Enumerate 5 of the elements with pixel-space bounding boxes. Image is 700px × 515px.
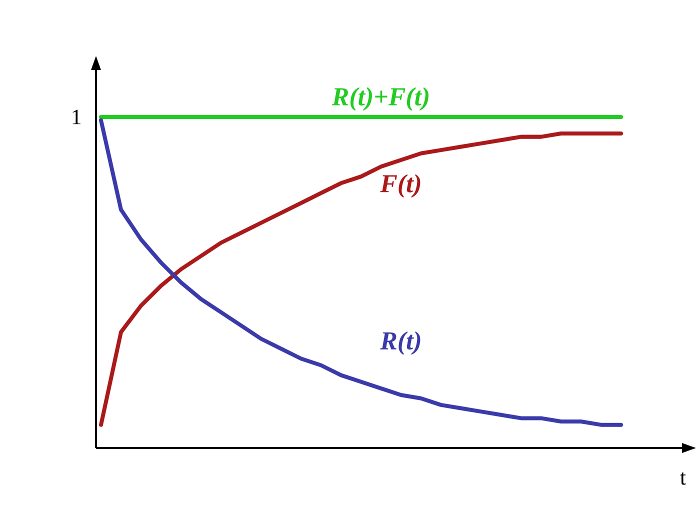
text: 1 xyxy=(72,110,80,124)
series-label: R(t) xyxy=(380,331,420,355)
series-label: F(t) xyxy=(380,174,420,198)
x-axis-title: t xyxy=(680,472,686,485)
series-label: R(t)+F(t) xyxy=(332,87,428,111)
